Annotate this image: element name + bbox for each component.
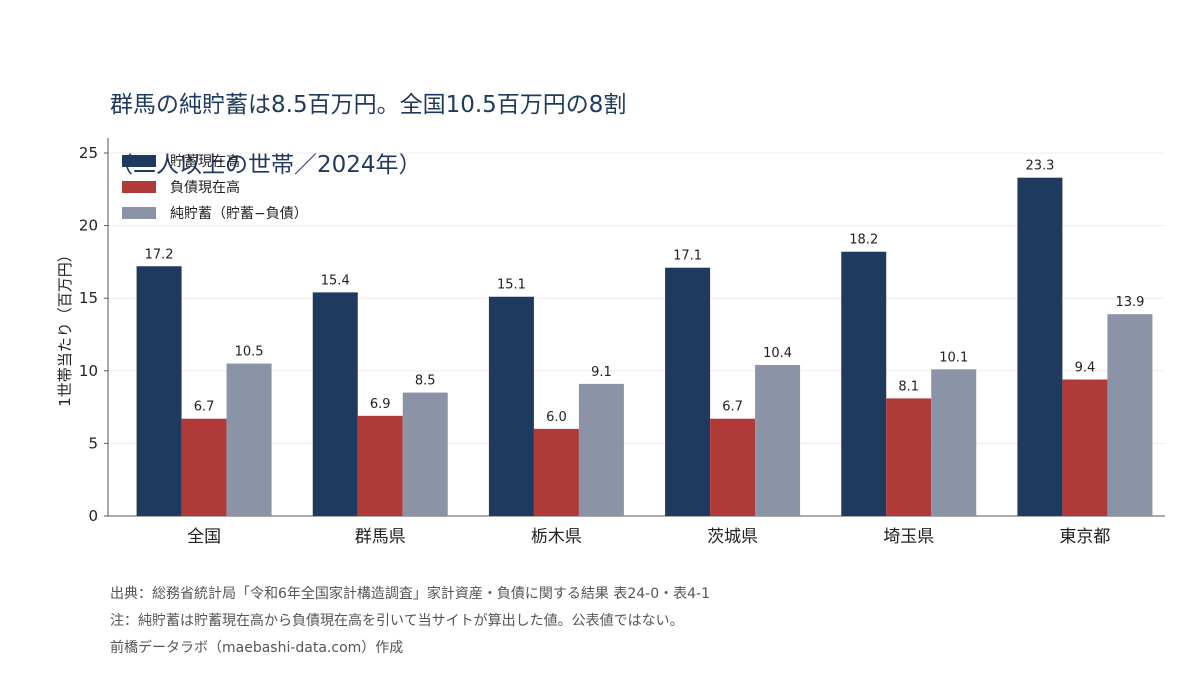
bar-debt [710,418,756,516]
bar-savings [665,267,711,516]
bar-net-savings [1107,314,1153,516]
bar-savings [312,292,358,516]
y-tick-label: 15 [79,289,98,307]
data-label: 9.1 [591,365,612,380]
legend-item-net-savings: 純貯蓄（貯蓄−負債） [122,200,308,226]
bar-debt [357,415,403,516]
y-tick-label: 25 [79,144,98,162]
data-label: 6.9 [370,397,391,412]
legend-label-savings: 貯蓄現在高 [170,154,240,170]
data-label: 9.4 [1075,361,1096,376]
bar-net-savings [226,363,272,516]
legend-label-net-savings: 純貯蓄（貯蓄−負債） [170,206,308,222]
bar-debt [1062,379,1108,516]
data-label: 18.2 [849,233,878,248]
x-tick-label: 茨城県 [707,527,758,547]
data-label: 17.1 [673,249,702,264]
data-label: 6.0 [546,410,567,425]
chart-title: 群馬の純貯蓄は8.5百万円。全国10.5百万円の8割 （二人以上の世帯／2024… [110,60,626,210]
bar-net-savings [755,364,801,516]
bar-savings [136,266,182,516]
x-tick-label: 群馬県 [355,527,406,547]
data-label: 8.5 [415,374,436,389]
x-tick-label: 埼玉県 [883,527,934,547]
y-tick-label: 20 [79,217,98,235]
bar-debt [886,398,932,516]
footer-source: 出典：総務省統計局「令和6年全国家計構造調査」家計資産・負債に関する結果 表24… [110,586,710,602]
data-label: 23.3 [1025,159,1054,174]
y-tick-label: 0 [88,507,98,525]
data-label: 10.1 [939,350,968,365]
chart-legend: 貯蓄現在高 負債現在高 純貯蓄（貯蓄−負債） [122,148,308,226]
bar-debt [181,418,227,516]
bar-debt [533,428,579,516]
y-tick-label: 10 [79,362,98,380]
data-label: 10.5 [235,345,264,360]
footer-note: 注：純貯蓄は貯蓄現在高から負債現在高を引いて当サイトが算出した値。公表値ではない… [110,613,684,629]
x-tick-label: 全国 [187,527,221,547]
data-label: 6.7 [722,400,743,415]
data-label: 15.4 [321,273,350,288]
bar-savings [1017,177,1063,516]
legend-swatch-savings [122,155,156,167]
bar-savings [488,296,534,516]
bar-net-savings [931,369,977,516]
legend-label-debt: 負債現在高 [170,180,240,196]
x-tick-label: 栃木県 [531,527,582,547]
legend-item-savings: 貯蓄現在高 [122,148,308,174]
data-label: 6.7 [194,400,215,415]
data-label: 17.2 [145,247,174,262]
legend-swatch-debt [122,181,156,193]
bar-net-savings [402,392,448,516]
chart-title-line1: 群馬の純貯蓄は8.5百万円。全国10.5百万円の8割 [110,92,627,118]
data-label: 13.9 [1115,295,1144,310]
legend-swatch-net-savings [122,207,156,219]
data-label: 10.4 [763,346,792,361]
y-axis-label: 1世帯当たり（百万円） [56,247,74,407]
x-tick-label: 東京都 [1059,527,1110,547]
legend-item-debt: 負債現在高 [122,174,308,200]
data-label: 8.1 [898,379,919,394]
bar-savings [841,251,887,516]
footer-credit: 前橋データラボ（maebashi-data.com）作成 [110,640,404,656]
chart-title-line2: （二人以上の世帯／2024年） [110,152,422,178]
bar-net-savings [578,383,624,516]
data-label: 15.1 [497,278,526,293]
y-tick-label: 5 [88,434,98,452]
